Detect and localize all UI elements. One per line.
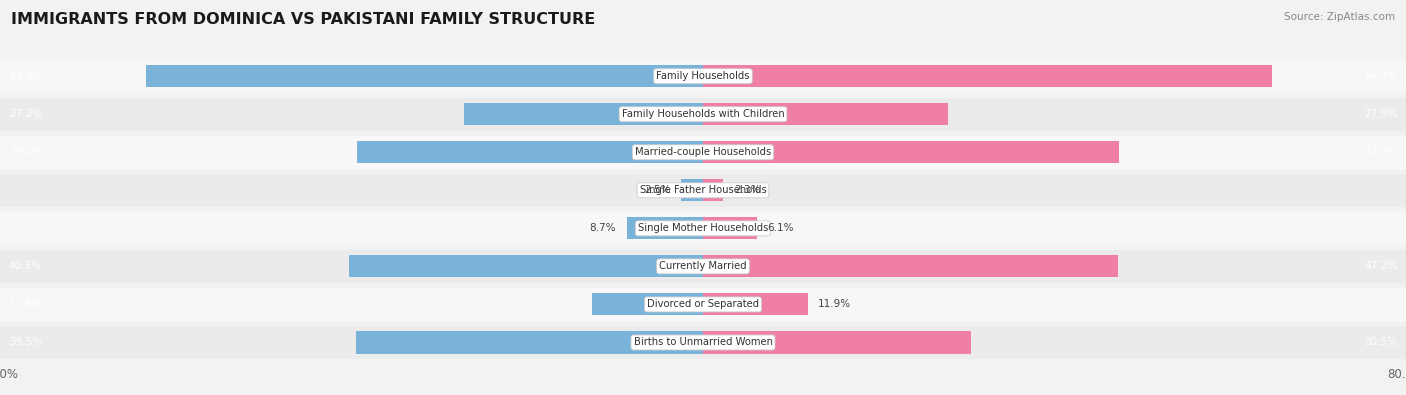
Text: 8.7%: 8.7% [589,223,616,233]
Text: Currently Married: Currently Married [659,261,747,271]
Bar [703,103,948,125]
Bar [703,256,1118,277]
Text: Births to Unmarried Women: Births to Unmarried Women [634,337,772,348]
Bar [703,293,807,316]
Bar [0,212,1406,245]
Text: Family Households with Children: Family Households with Children [621,109,785,119]
Bar [146,65,703,87]
Text: 30.5%: 30.5% [1364,337,1398,348]
Bar [681,179,703,201]
Bar [0,326,1406,359]
Text: 27.9%: 27.9% [1364,109,1398,119]
Text: 27.2%: 27.2% [8,109,42,119]
Text: 2.5%: 2.5% [644,185,671,196]
Bar [703,217,756,239]
Text: IMMIGRANTS FROM DOMINICA VS PAKISTANI FAMILY STRUCTURE: IMMIGRANTS FROM DOMINICA VS PAKISTANI FA… [11,12,596,27]
Text: 2.3%: 2.3% [734,185,761,196]
Text: 47.2%: 47.2% [1364,261,1398,271]
Bar [703,65,1271,87]
Bar [0,250,1406,283]
Bar [357,141,703,163]
Text: 11.9%: 11.9% [818,299,851,309]
Bar [464,103,703,125]
Bar [703,179,723,201]
Text: Married-couple Households: Married-couple Households [636,147,770,157]
Text: 39.4%: 39.4% [8,147,42,157]
Bar [0,98,1406,131]
Bar [0,173,1406,207]
Text: 12.6%: 12.6% [8,299,42,309]
Bar [0,60,1406,93]
Bar [703,141,1119,163]
Bar [627,217,703,239]
Bar [356,331,703,354]
Text: Divorced or Separated: Divorced or Separated [647,299,759,309]
Text: 63.4%: 63.4% [8,71,42,81]
Bar [592,293,703,316]
Text: Single Father Households: Single Father Households [640,185,766,196]
Text: 39.5%: 39.5% [8,337,42,348]
Bar [703,331,972,354]
Text: 47.3%: 47.3% [1364,147,1398,157]
Text: Source: ZipAtlas.com: Source: ZipAtlas.com [1284,12,1395,22]
Bar [349,256,703,277]
Text: Family Households: Family Households [657,71,749,81]
Bar [0,135,1406,169]
Text: 64.7%: 64.7% [1364,71,1398,81]
Text: 6.1%: 6.1% [768,223,793,233]
Text: 40.3%: 40.3% [8,261,42,271]
Text: Single Mother Households: Single Mother Households [638,223,768,233]
Bar [0,288,1406,321]
